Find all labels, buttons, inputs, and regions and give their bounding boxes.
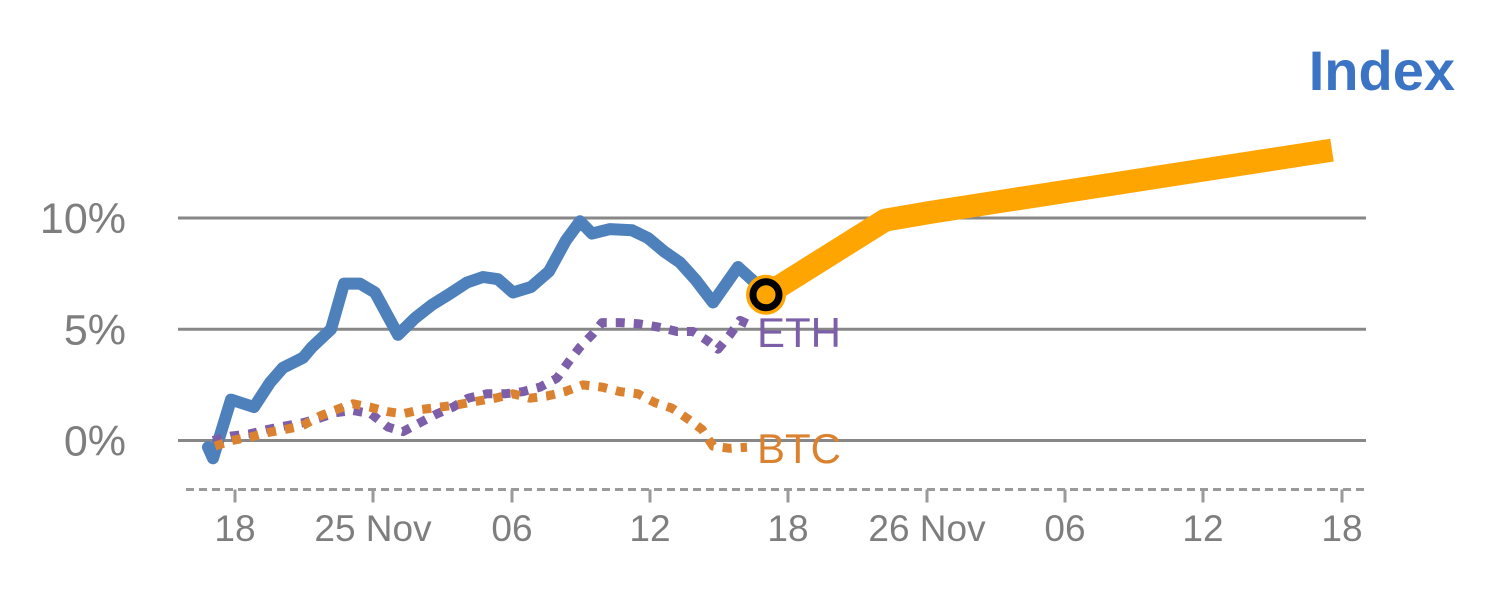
x-tick-label: 12 — [629, 508, 670, 549]
y-tick-label: 5% — [64, 306, 126, 354]
x-tick-label: 18 — [1321, 508, 1362, 549]
series-btc — [213, 380, 748, 453]
series-eth — [211, 315, 754, 445]
series-label-btc: BTC — [757, 425, 841, 472]
y-tick-label: 0% — [64, 418, 126, 466]
series-index — [202, 215, 772, 465]
x-tick-label: 18 — [214, 508, 255, 549]
x-tick-label: 12 — [1182, 508, 1223, 549]
series-index-projection — [759, 138, 1334, 305]
x-tick-label: 06 — [1044, 508, 1085, 549]
x-tick-label: 26 Nov — [868, 508, 986, 549]
x-tick-label: 18 — [767, 508, 808, 549]
x-tick-label: 06 — [491, 508, 532, 549]
x-tick-label: 25 Nov — [314, 508, 432, 549]
y-tick-label: 10% — [40, 195, 126, 243]
chart-title: Index — [1308, 39, 1455, 102]
series-label-eth: ETH — [757, 309, 841, 356]
current-value-marker-ring — [749, 278, 783, 312]
